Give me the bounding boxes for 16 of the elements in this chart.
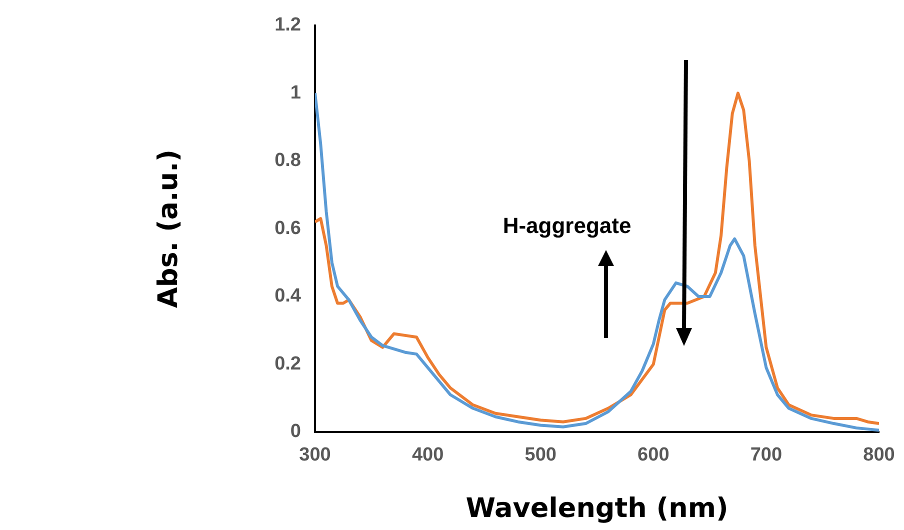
y-tick-label: 0.2 [274,353,301,374]
y-tick-label: 1 [290,82,302,104]
y-tick-label: 0.8 [274,150,301,172]
y-axis-title: Abs. (a.u.) [153,149,184,308]
x-tick-label: 500 [524,444,556,466]
x-tick-label: 800 [863,444,895,466]
x-tick-label: 700 [750,444,782,466]
y-tick-label: 1.2 [274,14,301,36]
x-tick-label: 600 [638,444,670,466]
x-tick-label: 300 [299,444,331,466]
y-tick-label: 0.4 [274,286,302,307]
y-tick-label: 0.6 [274,218,301,239]
annotation: H-aggregate [502,213,632,238]
y-tick-label: 0 [290,421,301,442]
x-axis-title: Wavelength (nm) [466,492,728,524]
x-tick-label: 400 [412,444,444,466]
